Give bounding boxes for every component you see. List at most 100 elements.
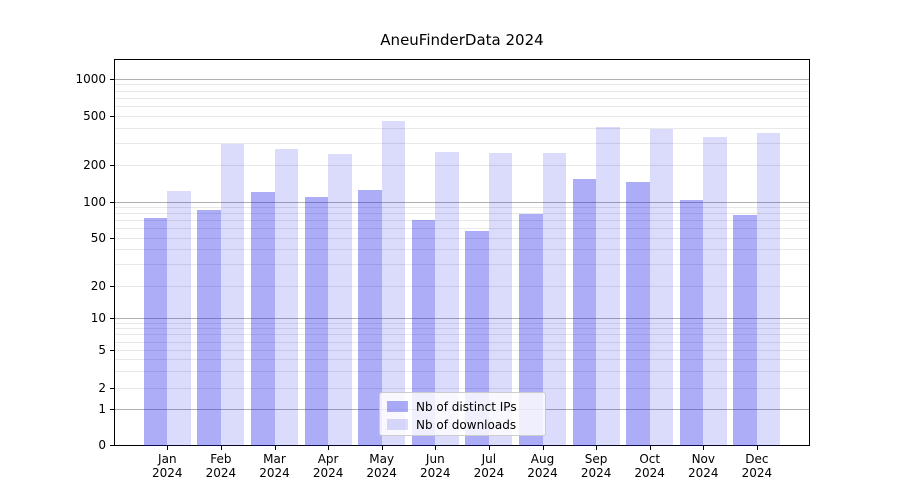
y-axis-tick [110,237,114,239]
x-axis-tick-label: May 2024 [355,452,409,480]
y-axis-tick-label: 200 [83,157,106,172]
bar-downloads [435,151,459,446]
x-axis-tick-label: Nov 2024 [676,452,730,480]
year-label: 2024 [634,466,665,480]
year-label: 2024 [152,466,183,480]
year-label: 2024 [580,466,612,480]
y-axis-tick-label: 2 [98,380,106,395]
minor-gridline [115,322,809,324]
y-axis-tick [110,164,114,166]
y-axis-tick-label: 100 [83,195,106,209]
legend-item-downloads: Nb of downloads [387,416,538,433]
month-label: Apr [317,452,339,466]
bar-distinct-ips [251,192,275,446]
minor-gridline [115,207,809,209]
month-label: Sep [584,452,608,466]
major-gridline [115,318,809,319]
bar-downloads [488,152,513,446]
y-axis-tick-label: 20 [90,278,106,293]
month-label: Jun [425,452,445,466]
x-axis-tick [756,446,758,450]
minor-gridline [115,228,809,230]
year-label: 2024 [205,466,237,480]
month-label: Nov [691,452,715,466]
month-label: Dec [745,452,769,466]
x-axis-tick [220,446,222,450]
bar-downloads [274,148,298,446]
minor-gridline [115,350,809,351]
minor-gridline [115,237,809,239]
minor-gridline [115,106,809,108]
minor-gridline [115,249,809,251]
y-axis-tick [110,350,114,351]
y-axis-tick-label: 1000 [75,71,106,86]
bar-distinct-ips [143,217,168,446]
bar-downloads [756,132,781,446]
year-label: 2024 [420,466,451,480]
minor-gridline [115,334,809,336]
bar-distinct-ips [358,189,382,446]
y-axis-tick [110,78,114,80]
month-label: Aug [530,452,555,466]
plot-area [114,59,810,446]
month-label: Oct [639,452,661,466]
y-axis-tick [110,445,114,446]
bar-distinct-ips [733,215,757,446]
x-axis-tick [435,446,437,450]
legend-label-downloads: Nb of downloads [416,417,517,432]
month-label: May [369,452,395,466]
minor-gridline [115,84,809,86]
y-axis-tick [110,116,114,117]
bar-downloads [167,190,191,446]
x-axis-tick [542,446,544,450]
bar-downloads [381,120,406,446]
year-label: 2024 [259,466,290,480]
x-axis-tick [328,446,330,450]
minor-gridline [115,213,809,215]
minor-gridline [115,90,809,92]
y-axis-tick-label: 10 [90,311,106,325]
bar-distinct-ips [411,219,436,446]
chart-title: AneuFinderData 2024 [380,31,544,49]
legend-swatch-downloads-icon [387,419,408,430]
legend-label-distinct-ips: Nb of distinct IPs [416,399,517,414]
year-label: 2024 [366,466,397,480]
x-axis-tick-label: Jul 2024 [462,452,516,480]
x-axis-tick-label: Aug 2024 [516,452,570,480]
minor-gridline [115,164,809,166]
y-axis-tick [110,285,114,287]
bar-downloads [703,137,727,446]
minor-gridline [115,387,809,389]
minor-gridline [115,127,809,129]
x-axis-tick-label: Dec 2024 [730,452,784,480]
x-axis-tick [649,446,651,450]
month-label: Mar [263,452,286,466]
x-axis-tick [167,446,169,450]
x-axis-tick-label: Jun 2024 [408,452,462,480]
minor-gridline [115,264,809,266]
y-axis-tick-label: 5 [98,343,106,357]
y-axis-tick-label: 1 [98,401,106,416]
year-label: 2024 [688,466,719,480]
x-axis-tick-label: Mar 2024 [248,452,302,480]
x-axis-tick [274,446,276,450]
minor-gridline [115,370,809,372]
bar-distinct-ips [304,196,329,446]
minor-gridline [115,359,809,361]
year-label: 2024 [741,466,773,480]
bar-distinct-ips [626,181,650,446]
y-axis-tick [110,387,114,389]
y-axis-tick-label: 50 [90,230,106,245]
legend: Nb of distinct IPs Nb of downloads [379,392,546,436]
x-axis-tick [488,446,490,450]
bar-downloads [220,144,245,446]
bar-downloads [542,152,566,446]
x-axis-tick-label: Oct 2024 [623,452,677,480]
x-axis-tick-label: Jan 2024 [140,452,194,480]
bar-downloads [328,153,352,446]
bar-distinct-ips [572,179,597,446]
legend-item-distinct-ips: Nb of distinct IPs [387,398,538,415]
bar-distinct-ips [519,214,543,446]
minor-gridline [115,116,809,117]
